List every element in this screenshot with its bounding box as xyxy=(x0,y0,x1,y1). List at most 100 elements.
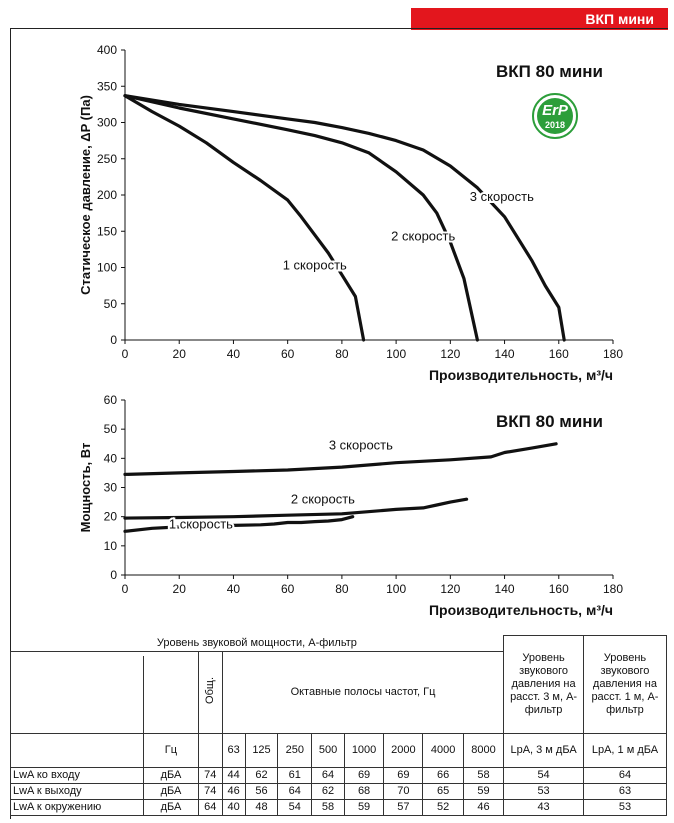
freq-125: 125 xyxy=(244,733,279,768)
x-tick-label: 100 xyxy=(386,347,406,361)
row-label: LwA к выходу xyxy=(9,783,145,800)
series-label: 1 скорость xyxy=(283,258,347,273)
x-tick-label: 160 xyxy=(549,347,569,361)
series-banner-title: ВКП мини xyxy=(585,11,654,27)
freq-250: 250 xyxy=(277,733,313,768)
freq-1000: 1000 xyxy=(343,733,385,768)
row-band: 69 xyxy=(383,767,424,784)
freq-2000: 2000 xyxy=(383,733,424,768)
series-label: 2 скорость xyxy=(291,492,355,507)
row-band: 57 xyxy=(383,799,424,816)
x-tick-label: 120 xyxy=(440,582,460,596)
row-total: 74 xyxy=(197,783,223,800)
total-blank xyxy=(197,733,223,768)
series-label: 3 скорость xyxy=(470,189,534,204)
y-tick-label: 0 xyxy=(110,568,117,582)
y-tick-label: 30 xyxy=(104,481,118,495)
table-row: LwA ко входу дБА 74 44 62 61 64 69 69 66… xyxy=(9,767,668,784)
series-line xyxy=(123,94,479,342)
sound-table: Уровень звуковой мощности, А-фильтр Уров… xyxy=(9,635,668,816)
x-axis-label: Производительность, м³/ч xyxy=(429,602,613,618)
freq-4000: 4000 xyxy=(422,733,464,768)
series-label: 3 скорость xyxy=(329,438,393,453)
row-unit: дБА xyxy=(143,767,199,784)
x-tick-label: 40 xyxy=(227,347,241,361)
row-band: 52 xyxy=(422,799,464,816)
erp-badge-year: 2018 xyxy=(545,120,565,130)
series-line xyxy=(123,94,366,342)
row-band: 65 xyxy=(422,783,464,800)
header-row: Гц 63 125 250 500 1000 2000 4000 8000 Lp… xyxy=(9,733,668,768)
chart-title: ВКП 80 мини xyxy=(496,62,603,81)
row-band: 58 xyxy=(462,767,505,784)
page-frame xyxy=(10,28,668,819)
row-band: 56 xyxy=(244,783,279,800)
y-tick-label: 0 xyxy=(110,333,117,347)
y-tick-label: 350 xyxy=(97,79,117,93)
row-band: 68 xyxy=(343,783,385,800)
series-line xyxy=(123,497,469,520)
table-row: LwA к окружению дБА 64 40 48 54 58 59 57… xyxy=(9,799,668,816)
y-tick-label: 20 xyxy=(104,510,118,524)
row-lpa1: 64 xyxy=(582,767,668,784)
series-line xyxy=(123,94,566,342)
row-band: 59 xyxy=(462,783,505,800)
octave-header: Октавные полосы частот, Гц xyxy=(221,651,505,734)
y-tick-label: 50 xyxy=(104,422,118,436)
pressure1-header: Уровень звукового давления на расст. 1 м… xyxy=(582,635,668,734)
x-tick-label: 60 xyxy=(281,582,295,596)
total-header: Общ. xyxy=(197,651,223,734)
freq-8000: 8000 xyxy=(462,733,505,768)
row-band: 48 xyxy=(244,799,279,816)
row-lpa3: 53 xyxy=(503,783,584,800)
table-blank xyxy=(9,655,145,734)
header-blank xyxy=(9,733,145,768)
y-tick-label: 60 xyxy=(104,393,118,407)
row-band: 64 xyxy=(311,767,345,784)
y-tick-label: 200 xyxy=(97,188,117,202)
pressure-chart: 0 50 100 150 200 250 300 350 400 0 20 40 60 80 100 120 1… xyxy=(78,43,623,383)
y-tick-label: 10 xyxy=(104,539,118,553)
x-tick-label: 40 xyxy=(227,582,241,596)
row-band: 46 xyxy=(221,783,246,800)
x-tick-label: 100 xyxy=(386,582,406,596)
y-axis-label: Статическое давление, ΔP (Па) xyxy=(78,95,93,295)
x-tick-label: 180 xyxy=(603,582,623,596)
y-tick-label: 150 xyxy=(97,224,117,238)
table-blank-2 xyxy=(143,655,199,734)
x-tick-label: 120 xyxy=(440,347,460,361)
row-unit: дБА xyxy=(143,799,199,816)
series-line xyxy=(123,442,558,476)
table-row: LwA к выходу дБА 74 46 56 64 62 68 70 65… xyxy=(9,783,668,800)
x-tick-label: 60 xyxy=(281,347,295,361)
row-band: 59 xyxy=(343,799,385,816)
row-band: 62 xyxy=(311,783,345,800)
series-label: 2 скорость xyxy=(391,229,455,244)
x-tick-label: 20 xyxy=(173,347,187,361)
x-tick-label: 80 xyxy=(335,582,349,596)
power-chart: 0 10 20 30 40 50 60 0 20 40 60 80 100 120 140 160 180 Про… xyxy=(78,393,623,618)
y-tick-label: 250 xyxy=(97,152,117,166)
y-tick-label: 40 xyxy=(104,451,118,465)
row-total: 64 xyxy=(197,799,223,816)
row-label: LwA к окружению xyxy=(9,799,145,816)
row-band: 44 xyxy=(221,767,246,784)
hz-label: Гц xyxy=(143,733,199,768)
row-lpa3: 54 xyxy=(503,767,584,784)
x-tick-label: 160 xyxy=(549,582,569,596)
row-band: 46 xyxy=(462,799,505,816)
freq-63: 63 xyxy=(221,733,246,768)
x-tick-label: 20 xyxy=(173,582,187,596)
x-tick-label: 0 xyxy=(122,582,129,596)
erp-badge-text: ErP xyxy=(542,102,569,119)
pressure3-header: Уровень звукового давления на расст. 3 м… xyxy=(503,635,584,734)
row-band: 64 xyxy=(277,783,313,800)
lpa3-label: LpA, 3 м дБА xyxy=(503,733,584,768)
series-banner: ВКП мини xyxy=(411,8,668,30)
row-band: 69 xyxy=(343,767,385,784)
row-total: 74 xyxy=(197,767,223,784)
row-band: 66 xyxy=(422,767,464,784)
chart-title: ВКП 80 мини xyxy=(496,412,603,431)
series-line xyxy=(123,515,355,533)
